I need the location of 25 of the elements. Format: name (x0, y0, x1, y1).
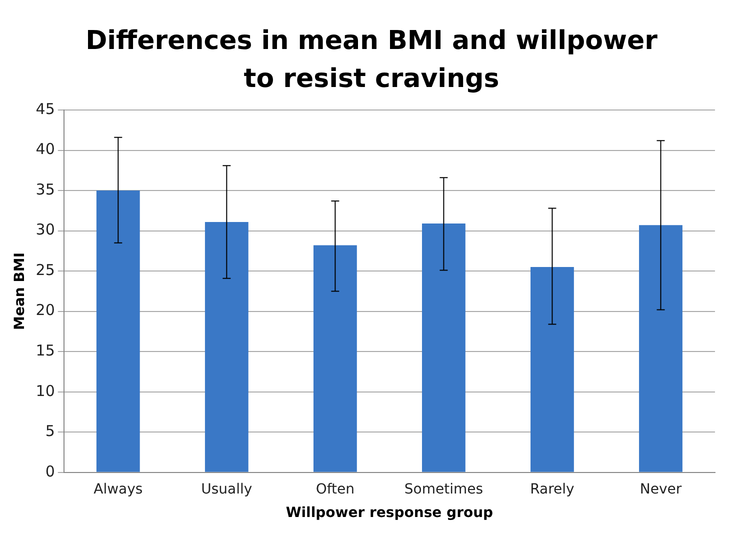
y-axis-title: Mean BMI (12, 252, 28, 330)
y-tick-label: 25 (36, 260, 55, 279)
y-tick-label: 0 (45, 462, 55, 480)
x-tick-label: Never (640, 481, 682, 498)
x-tick-label: Sometimes (404, 481, 484, 498)
bar (422, 224, 466, 472)
bar (530, 267, 574, 472)
bar (639, 225, 682, 472)
y-tick-label: 45 (36, 100, 55, 118)
bar (96, 190, 140, 472)
x-tick-label: Often (316, 481, 355, 498)
bar (204, 222, 248, 472)
y-tick-label: 15 (36, 341, 55, 360)
x-tick-label: Always (94, 481, 143, 498)
x-tick-label: Rarely (530, 481, 574, 498)
x-tick-label: Usually (201, 481, 252, 498)
x-axis-title: Willpower response group (286, 505, 494, 522)
y-tick-label: 40 (36, 140, 55, 158)
y-tick-label: 30 (36, 220, 55, 239)
y-tick-label: 20 (36, 301, 55, 320)
bar (313, 245, 357, 472)
y-tick-label: 35 (36, 180, 55, 198)
y-tick-label: 10 (36, 382, 55, 400)
y-tick-label: 5 (45, 422, 55, 440)
chart-title: Differences in mean BMI and willpower to resist cravings (84, 25, 658, 96)
